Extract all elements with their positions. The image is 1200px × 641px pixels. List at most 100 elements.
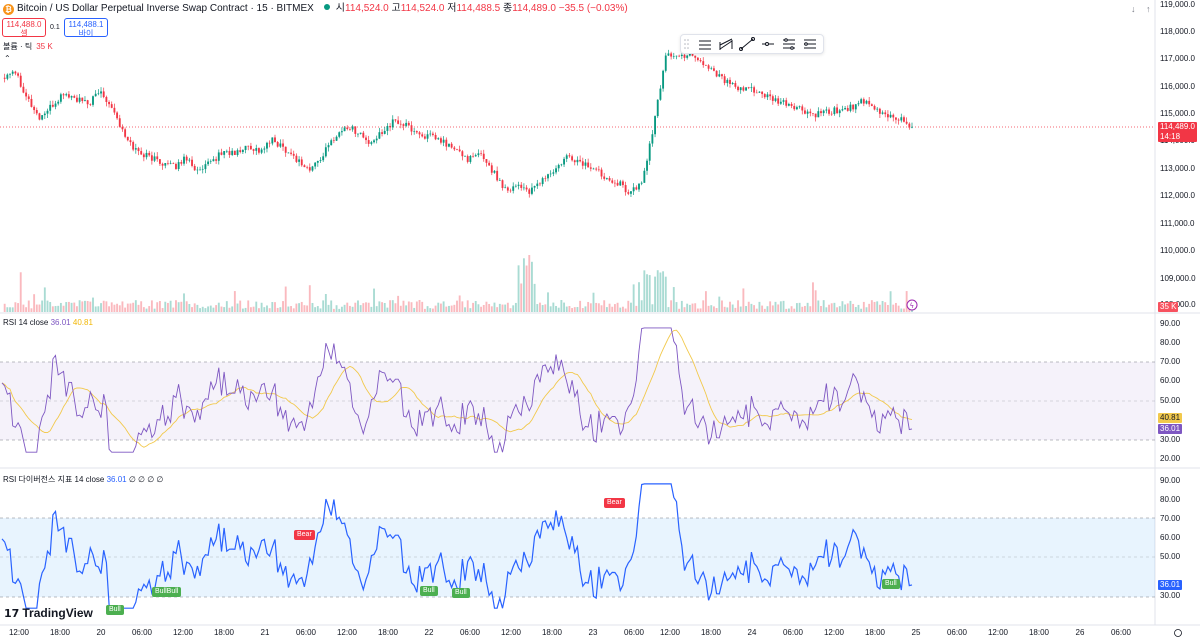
volume-bar	[402, 300, 405, 312]
volume-bar	[46, 300, 49, 312]
volume-bar	[667, 307, 670, 312]
volume-bar	[643, 270, 646, 312]
volume-bar	[793, 308, 796, 312]
volume-bar	[713, 306, 715, 312]
drag-handle-icon[interactable]	[683, 37, 699, 51]
volume-bar	[549, 306, 552, 312]
time-tick: 06:00	[295, 628, 317, 637]
volume-bar	[589, 303, 592, 312]
volume-bar	[782, 300, 785, 312]
candle-body	[552, 172, 555, 174]
volume-bar	[300, 301, 303, 312]
rsi-ma-badge: 40.81	[1158, 413, 1183, 423]
candle-body	[804, 110, 806, 114]
download-icon[interactable]: ↓	[1131, 4, 1136, 14]
volume-bar	[718, 296, 721, 312]
volume-bar	[785, 308, 788, 312]
volume-bar	[846, 303, 849, 312]
candle-body	[520, 184, 523, 188]
rsi-line	[1, 327, 913, 453]
candle-body	[878, 108, 881, 114]
current-price-badge: 114,489.0 14:18	[1158, 122, 1197, 142]
volume-bar	[383, 302, 386, 312]
volume-bar	[547, 292, 549, 312]
candle-body	[46, 110, 49, 114]
volume-bar	[876, 301, 879, 312]
candle-body	[298, 159, 301, 162]
candle-body	[402, 124, 405, 126]
candle-body	[276, 142, 279, 147]
candle-body	[389, 126, 392, 128]
volume-bar	[576, 307, 579, 312]
volume-bar	[445, 306, 448, 312]
volume-bar	[573, 307, 576, 312]
volume-bar	[774, 301, 777, 312]
candle-body	[900, 117, 903, 121]
volume-bar	[100, 303, 102, 312]
trend-line-icon[interactable]	[739, 37, 755, 51]
volume-bar	[822, 300, 825, 312]
volume-bar	[691, 303, 694, 312]
price-tick: 109,000.0	[1160, 274, 1196, 283]
candle-body	[324, 147, 327, 157]
candle-body	[266, 142, 268, 149]
pitchfork-icon[interactable]	[802, 37, 818, 51]
rsi-div-tick: 30.00	[1160, 591, 1181, 600]
regression-channel-icon[interactable]	[718, 37, 734, 51]
settings-gear-icon[interactable]	[1174, 629, 1182, 637]
volume-bar	[509, 308, 512, 312]
volume-bar	[153, 308, 156, 312]
candle-body	[43, 113, 46, 116]
candle-body	[812, 113, 814, 114]
volume-bar	[308, 285, 311, 312]
volume-legend[interactable]: 볼륨 · 틱 35 K	[3, 41, 53, 52]
volume-bar	[584, 306, 587, 312]
price-tick: 113,000.0	[1160, 164, 1195, 173]
horizontal-ray-icon[interactable]	[760, 37, 776, 51]
volume-bar	[30, 308, 33, 312]
candle-body	[437, 138, 440, 140]
rsi-div-tick: 70.00	[1160, 514, 1181, 523]
rsi-legend[interactable]: RSI 14 close 36.01 40.81	[3, 318, 93, 327]
volume-bar	[854, 307, 857, 312]
candle-body	[134, 148, 137, 150]
candle-body	[89, 104, 92, 105]
volume-bar	[533, 283, 536, 312]
candle-body	[870, 104, 873, 106]
volume-bar	[204, 308, 207, 312]
buy-button[interactable]: 114,488.1 바이	[64, 18, 108, 38]
volume-bar	[488, 303, 491, 312]
candle-body	[825, 109, 828, 111]
candle-body	[504, 187, 507, 189]
candle-body	[30, 98, 33, 107]
candle-body	[431, 133, 434, 135]
candle-body	[92, 96, 94, 105]
volume-bar	[482, 304, 485, 312]
candle-body	[22, 86, 25, 93]
candle-body	[694, 55, 697, 58]
tradingview-logo[interactable]: 𝟭𝟳 TradingView	[4, 606, 93, 620]
volume-bar	[632, 284, 635, 312]
rsi-div-value: 36.01	[106, 475, 127, 484]
volume-bar	[407, 301, 410, 312]
candle-body	[723, 76, 726, 84]
symbol-title[interactable]: Bitcoin / US Dollar Perpetual Inverse Sw…	[17, 3, 314, 14]
candle-body	[889, 114, 892, 118]
candle-body	[611, 180, 614, 183]
candle-body	[884, 112, 887, 115]
collapse-legend-icon[interactable]: ⌃	[4, 54, 11, 63]
candle-body	[215, 159, 218, 161]
fib-retracement-icon[interactable]	[781, 37, 797, 51]
upload-icon[interactable]: ↑	[1146, 4, 1151, 14]
parallel-channel-icon[interactable]	[697, 37, 713, 51]
lightning-icon[interactable]	[906, 299, 918, 311]
volume-bar	[298, 303, 301, 312]
sell-button[interactable]: 114,488.0 셀	[2, 18, 46, 38]
rsi-div-legend[interactable]: RSI 다이버전스 지표 14 close 36.01 ∅ ∅ ∅ ∅	[3, 474, 163, 485]
volume-bar	[565, 306, 568, 312]
candle-body	[65, 94, 68, 96]
volume-bar	[750, 303, 753, 312]
candle-body	[54, 103, 57, 107]
candle-body	[351, 126, 354, 130]
